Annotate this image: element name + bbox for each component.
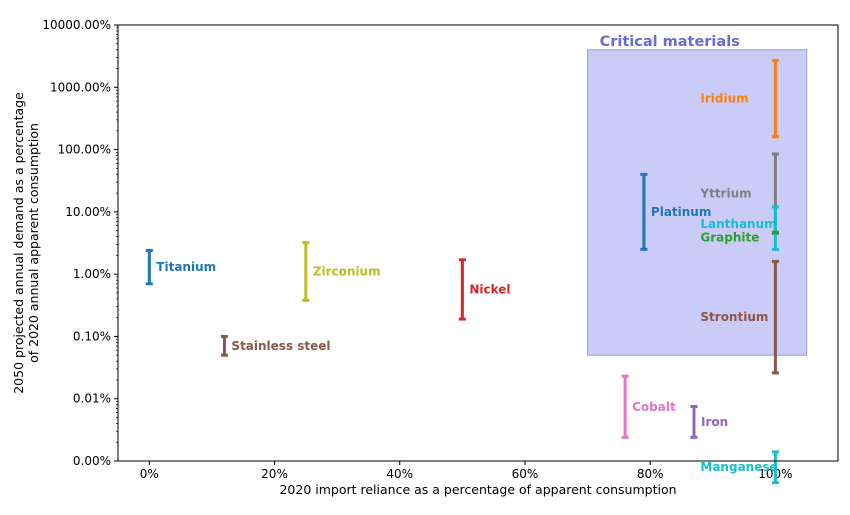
- errorbar-iron: [690, 404, 698, 439]
- y-tick-label: 10000.00%: [42, 18, 111, 32]
- errorbar-strontium: [771, 259, 779, 375]
- y-tick-label: 100.00%: [58, 143, 111, 157]
- label-strontium: Strontium: [700, 310, 768, 324]
- label-lanthanum: Lanthanum: [700, 217, 776, 231]
- label-iridium: Iridium: [700, 92, 748, 106]
- y-tick-label: 1000.00%: [50, 80, 111, 94]
- label-titanium: Titanium: [156, 260, 216, 274]
- y-axis-title-line1: 2050 projected annual demand as a percen…: [11, 92, 26, 394]
- y-tick-label: 0.10%: [73, 329, 111, 343]
- y-tick-label: 1.00%: [73, 267, 111, 281]
- label-cobalt: Cobalt: [632, 400, 676, 414]
- x-tick-label: 80%: [637, 467, 664, 481]
- y-tick-label: 0.01%: [73, 392, 111, 406]
- label-iron: Iron: [701, 415, 728, 429]
- errorbar-stainless-steel: [220, 334, 228, 357]
- label-stainless-steel: Stainless steel: [231, 339, 330, 353]
- errorbar-cobalt: [621, 374, 629, 439]
- critical-materials-region: [587, 49, 808, 356]
- plot-frame: [117, 24, 839, 462]
- label-graphite: Graphite: [700, 230, 759, 244]
- y-tick-label: 0.00%: [73, 454, 111, 468]
- label-zirconium: Zirconium: [313, 264, 381, 278]
- y-axis-title-line2: of 2020 annual apparent consumption: [26, 123, 41, 363]
- x-tick-label: 20%: [261, 467, 288, 481]
- label-nickel: Nickel: [469, 282, 510, 296]
- x-tick-label: 60%: [512, 467, 539, 481]
- y-tick-label: 10.00%: [65, 205, 111, 219]
- x-axis-title: 2020 import reliance as a percentage of …: [279, 482, 676, 497]
- errorbar-lanthanum: [771, 205, 779, 251]
- label-manganese: Manganese: [700, 460, 777, 474]
- label-platinum: Platinum: [651, 205, 711, 219]
- x-tick-label: 40%: [386, 467, 413, 481]
- x-tick-label: 0%: [140, 467, 159, 481]
- errorbar-titanium: [145, 248, 153, 286]
- errorbar-nickel: [458, 258, 466, 321]
- errorbar-zirconium: [302, 241, 310, 302]
- critical-materials-label: Critical materials: [600, 34, 740, 50]
- label-yttrium: Yttrium: [699, 187, 751, 201]
- errorbar-iridium: [771, 58, 779, 139]
- errorbar-platinum: [640, 172, 648, 251]
- errorbar-manganese: [771, 450, 779, 485]
